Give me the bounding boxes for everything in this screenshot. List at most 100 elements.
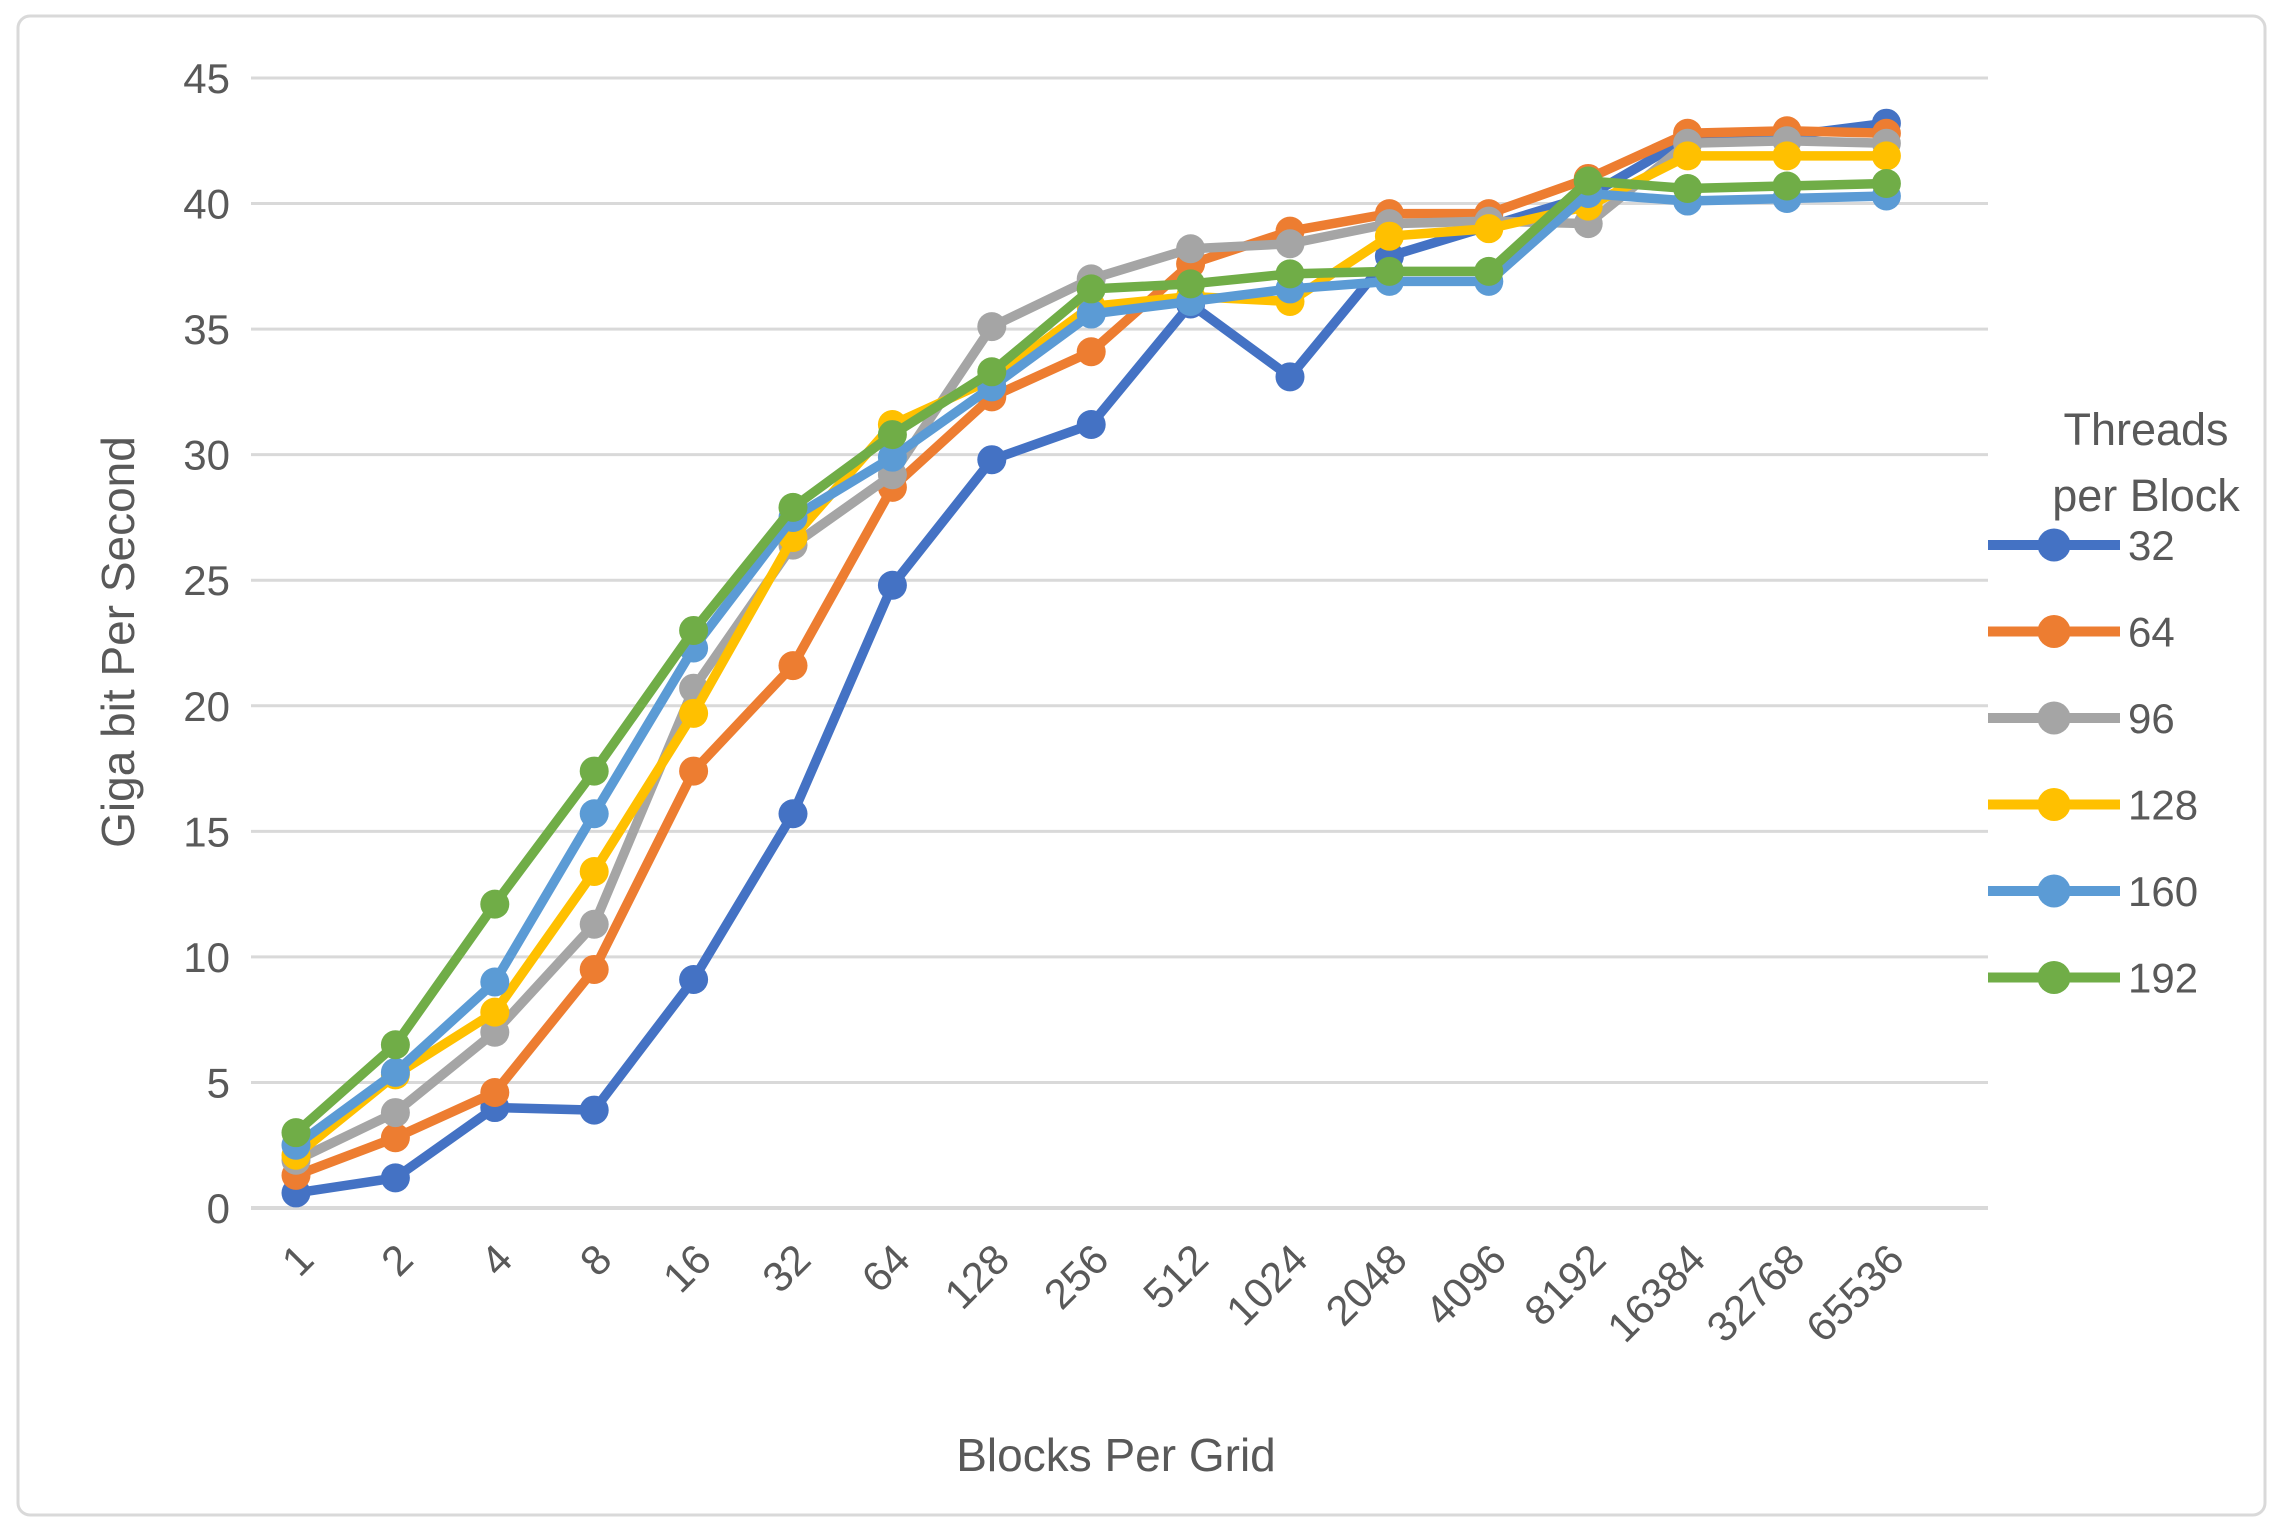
legend-title-line-1: Threads xyxy=(2063,404,2229,455)
y-tick-label: 15 xyxy=(183,808,230,855)
data-point xyxy=(778,651,808,681)
legend-item-32: 32 xyxy=(1988,522,2175,569)
y-tick-label: 5 xyxy=(207,1059,230,1106)
y-tick-label: 20 xyxy=(183,683,230,730)
legend-label: 96 xyxy=(2128,695,2175,742)
data-point xyxy=(1871,141,1901,171)
data-point xyxy=(480,889,510,919)
data-point xyxy=(877,442,907,472)
legend-item-64: 64 xyxy=(1988,609,2175,656)
y-tick-label: 0 xyxy=(207,1185,230,1232)
data-point xyxy=(778,799,808,829)
x-tick-label: 1 xyxy=(273,1235,323,1285)
legend-item-192: 192 xyxy=(1988,955,2198,1002)
x-tick-label: 1024 xyxy=(1217,1235,1316,1334)
data-point xyxy=(1673,173,1703,203)
x-tick-label: 32 xyxy=(753,1235,819,1301)
x-tick-label: 8 xyxy=(571,1235,621,1285)
data-point xyxy=(579,954,609,984)
legend-marker-icon xyxy=(2037,528,2071,562)
y-tick-label: 25 xyxy=(183,557,230,604)
data-point xyxy=(281,1118,311,1148)
legend-item-128: 128 xyxy=(1988,782,2198,829)
data-point xyxy=(1275,229,1305,259)
data-point xyxy=(977,357,1007,387)
data-point xyxy=(579,909,609,939)
data-point xyxy=(1176,269,1206,299)
data-point xyxy=(679,615,709,645)
data-point xyxy=(380,1123,410,1153)
data-point xyxy=(679,698,709,728)
data-point xyxy=(380,1057,410,1087)
data-point xyxy=(1076,274,1106,304)
data-point xyxy=(1076,299,1106,329)
data-point xyxy=(480,1017,510,1047)
series-line-160 xyxy=(293,188,1887,1150)
x-tick-label: 16 xyxy=(654,1235,720,1301)
y-tick-label: 30 xyxy=(183,432,230,479)
data-point xyxy=(480,1077,510,1107)
legend-label: 160 xyxy=(2128,868,2198,915)
legend-marker-icon xyxy=(2037,874,2071,908)
x-tick-label: 2 xyxy=(372,1235,422,1285)
y-axis-title: Giga bit Per Second xyxy=(92,436,144,848)
data-point xyxy=(380,1163,410,1193)
y-tick-label: 40 xyxy=(183,181,230,228)
y-axis-tick-labels: 0 5 10 15 20 25 30 35 40 45 xyxy=(183,55,230,1232)
data-point xyxy=(1076,410,1106,440)
x-tick-label: 16384 xyxy=(1598,1235,1714,1351)
data-point xyxy=(1374,256,1404,286)
x-tick-label: 2048 xyxy=(1316,1235,1415,1334)
data-point xyxy=(1772,171,1802,201)
data-point xyxy=(1374,221,1404,251)
x-tick-label: 512 xyxy=(1134,1235,1217,1318)
x-tick-label: 4 xyxy=(471,1235,521,1285)
data-point xyxy=(480,967,510,997)
legend-label: 32 xyxy=(2128,522,2175,569)
series-160 xyxy=(281,179,1901,1160)
data-point xyxy=(679,756,709,786)
data-point xyxy=(1176,234,1206,264)
data-point xyxy=(679,964,709,994)
series-192 xyxy=(281,166,1901,1148)
data-point xyxy=(380,1030,410,1060)
gridlines xyxy=(251,76,1988,1210)
x-tick-label: 32768 xyxy=(1698,1235,1814,1351)
legend-marker-icon xyxy=(2037,961,2071,994)
chart-border xyxy=(16,14,2267,1517)
data-point xyxy=(1474,256,1504,286)
y-tick-label: 10 xyxy=(183,934,230,981)
data-point xyxy=(877,420,907,450)
x-axis-title: Blocks Per Grid xyxy=(956,1429,1276,1481)
data-point xyxy=(1275,259,1305,289)
data-point xyxy=(579,756,609,786)
data-point xyxy=(877,570,907,600)
legend-marker-icon xyxy=(2037,615,2071,648)
data-point xyxy=(579,857,609,887)
data-point xyxy=(977,445,1007,475)
x-tick-label: 64 xyxy=(852,1235,918,1301)
legend-label: 192 xyxy=(2128,955,2198,1002)
legend-marker-icon xyxy=(2037,788,2071,821)
data-point xyxy=(1871,168,1901,198)
data-point xyxy=(1573,166,1603,196)
y-tick-label: 45 xyxy=(183,55,230,102)
legend: 32 64 96 128 160 192 xyxy=(1988,522,2198,1002)
legend-item-160: 160 xyxy=(1988,868,2198,915)
data-point xyxy=(1772,141,1802,171)
legend-item-96: 96 xyxy=(1988,695,2175,742)
legend-title-line-2: per Block xyxy=(2052,470,2240,521)
data-point xyxy=(1474,214,1504,244)
legend-marker-icon xyxy=(2037,701,2071,735)
data-point xyxy=(977,312,1007,342)
data-point xyxy=(1275,362,1305,392)
data-point xyxy=(380,1098,410,1128)
data-point xyxy=(579,799,609,829)
data-point xyxy=(1076,337,1106,367)
data-point xyxy=(778,492,808,522)
legend-label: 64 xyxy=(2128,609,2175,656)
x-tick-label: 4096 xyxy=(1416,1235,1515,1334)
y-tick-label: 35 xyxy=(183,306,230,353)
